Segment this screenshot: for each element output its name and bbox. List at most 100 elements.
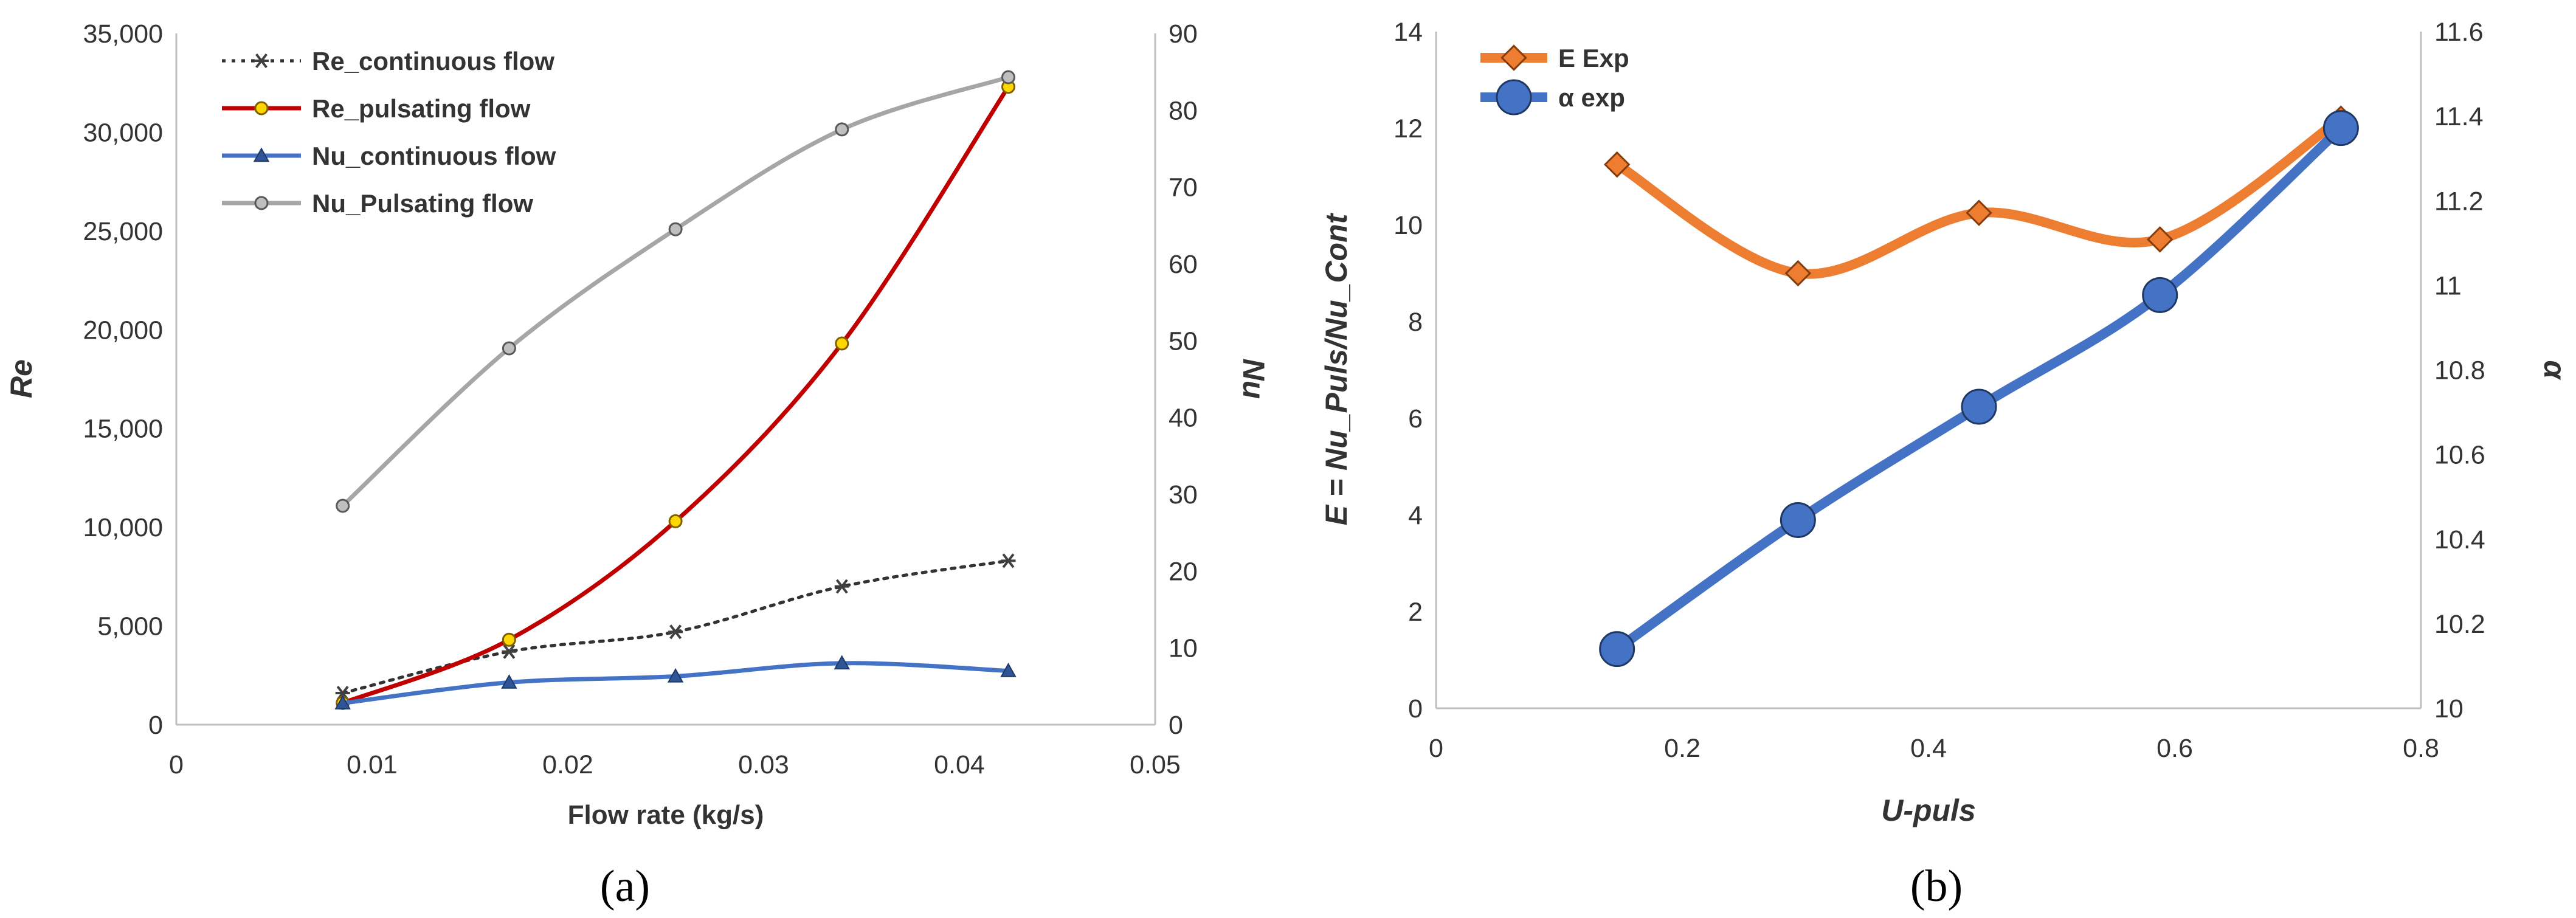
panel-a-series-re-pulsating-flow-point (502, 632, 516, 647)
panel-a-legend-marker (254, 53, 269, 69)
panel-a-x-tick-label: 0.05 (1130, 750, 1181, 779)
panel-a-right-axis-title: Nu (1237, 359, 1271, 399)
panel-b-series-e-exp-point (2146, 226, 2174, 253)
panel-a-x-tick-label: 0.04 (934, 750, 985, 779)
panel-a-series-nu-pulsating-flow-point (835, 122, 849, 137)
panel-a-legend-marker (254, 101, 269, 116)
panel-a-legend-marker (253, 147, 270, 162)
panel-a-left-y-tick-label: 35,000 (83, 19, 163, 49)
panel-a-left-y-tick-label: 10,000 (83, 513, 163, 542)
panel-a-series-re-continuous-flow-point (834, 579, 849, 594)
panel-b-x-tick-label: 0.6 (2156, 734, 2193, 763)
panel-a-legend-label: Re_pulsating flow (312, 94, 531, 123)
panel-a-x-tick-label: 0.03 (738, 750, 789, 779)
panel-a-right-y-tick-label: 60 (1169, 250, 1198, 279)
panel-a-right-y-tick-label: 0 (1169, 711, 1183, 740)
panel-a-right-y-tick-label: 10 (1169, 634, 1198, 663)
panel-b-legend-label: α exp (1558, 83, 1625, 112)
panel-b-right-y-tick-label: 10.6 (2434, 441, 2485, 470)
panel-a-series-nu-continuous-flow-point (667, 668, 684, 683)
panel-a-series-nu-continuous-flow-point (334, 695, 351, 709)
panel-a-x-axis-title: Flow rate (kg/s) (568, 800, 764, 830)
panel-b-series-e-exp-point (1966, 199, 1992, 226)
panel-a-left-y-tick-label: 25,000 (83, 217, 163, 246)
panel-a-series-nu-pulsating-flow-point (668, 222, 683, 236)
panel-a-legend-label: Re_continuous flow (312, 47, 554, 75)
panel-b-series-e-exp-line (1612, 114, 2346, 279)
panel-b-right-y-tick-label: 11.6 (2434, 18, 2484, 47)
panel-a-series-nu-continuous-flow-point (1000, 663, 1017, 677)
panel-a-right-y-tick-label: 70 (1169, 173, 1198, 202)
panel-a-left-y-tick-label: 15,000 (83, 415, 163, 444)
panel-a-caption: (a) (600, 861, 650, 911)
panel-a-right-y-tick-label: 40 (1169, 404, 1198, 433)
panel-b-left-axis-title: E = Nu_Puls/Nu_Cont (1319, 212, 1353, 525)
panel-a-left-y-tick-label: 5,000 (97, 612, 163, 641)
panel-a-series-nu-pulsating-flow-line (340, 75, 1010, 508)
panel-a-series-re-continuous-flow-point (668, 624, 683, 640)
panel-a-series-nu-continuous-flow-point (501, 674, 517, 689)
panel-b-series--exp-point (2322, 110, 2359, 147)
panel-a-x-tick-label: 0.01 (347, 750, 398, 779)
panel-b-right-y-tick-label: 10.8 (2434, 356, 2485, 385)
panel-b-x-tick-label: 0.2 (1664, 734, 1701, 763)
panel-a-legend-label: Nu_Pulsating flow (312, 189, 533, 218)
panel-a-series-re-continuous-flow-point (1001, 553, 1016, 568)
panel-b-legend-marker (1500, 44, 1527, 71)
panel-b-right-y-tick-label: 10.4 (2434, 525, 2485, 554)
panel-b-right-y-tick-label: 10 (2434, 694, 2464, 723)
panel-a-x-tick-label: 0.02 (542, 750, 593, 779)
panel-b-right-y-tick-label: 11.4 (2434, 102, 2484, 131)
panel-b-right-axis-title: α (2538, 360, 2572, 380)
panel-a-chart: 0 0.01 0.02 0.03 0.04 0.05 0 5,000 10,000 15,000… (4, 19, 1271, 911)
panel-a-left-y-tick-label: 20,000 (83, 316, 163, 345)
panel-b-x-tick-label: 0 (1429, 734, 1443, 763)
panel-a-series-re-pulsating-flow-point (835, 336, 849, 351)
panel-b-chart: 0 0.2 0.4 0.6 0.8 0 2 4 6 8 10 12 14 10 10.2 10.4 10.6… (1319, 18, 2572, 911)
panel-a-left-y-tick-label: 0 (148, 711, 163, 740)
panel-b-series-e-exp-point (1603, 151, 1631, 178)
panel-b-left-y-tick-label: 4 (1408, 501, 1423, 530)
panel-a-legend-marker (254, 196, 269, 210)
panel-b-legend-marker (1496, 79, 1532, 116)
panel-a-right-y-tick-label: 30 (1169, 480, 1198, 509)
panel-a-right-y-tick-label: 90 (1169, 19, 1198, 49)
panel-b-x-axis-title: U-puls (1881, 793, 1976, 827)
panel-a-legend: Re_continuous flow Re_pulsating flow Nu_co… (222, 47, 556, 218)
panel-a-right-y-tick-label: 50 (1169, 326, 1198, 356)
panel-a-series-re-continuous-flow-point (502, 644, 517, 659)
panel-b-right-y-tick-label: 10.2 (2434, 610, 2485, 639)
panel-b-left-y-tick-label: 2 (1408, 598, 1423, 627)
panel-a-legend-label: Nu_continuous flow (312, 142, 556, 170)
panel-b-series--exp-point (1599, 631, 1635, 668)
panel-b-caption: (b) (1910, 861, 1963, 911)
panel-a-right-y-tick-label: 20 (1169, 557, 1198, 586)
panel-a-x-tick-label: 0 (169, 750, 184, 779)
panel-b-left-y-tick-label: 14 (1393, 18, 1423, 47)
panel-b-left-y-tick-label: 0 (1408, 694, 1423, 723)
panel-a-left-y-tick-label: 30,000 (83, 118, 163, 147)
panel-b-left-y-tick-label: 6 (1408, 404, 1423, 433)
panel-a-series-nu-pulsating-flow-point (502, 341, 516, 356)
panel-b-series-e-exp-point (1784, 260, 1812, 287)
panel-a-series-nu-continuous-flow-point (834, 655, 850, 670)
panel-a-left-axis-title: Re (4, 359, 38, 398)
panel-b-series--exp-point (1961, 388, 1997, 425)
panel-b-series--exp-point (2142, 277, 2178, 313)
panel-b-x-tick-label: 0.8 (2403, 734, 2439, 763)
panel-a-series-re-pulsating-flow-line (340, 85, 1010, 705)
panel-a-series-nu-pulsating-flow-point (1001, 70, 1015, 85)
panel-b-series--exp-point (1780, 502, 1816, 538)
panel-b-left-y-tick-label: 12 (1393, 114, 1423, 143)
panel-b-left-y-tick-label: 10 (1393, 211, 1423, 240)
panel-b-right-y-tick-label: 11 (2434, 271, 2462, 300)
panel-b-x-tick-label: 0.4 (1910, 734, 1947, 763)
panel-a-series-re-pulsating-flow-point (668, 514, 683, 528)
panel-b-legend: E Exp α exp (1480, 44, 1629, 116)
panel-b-right-y-tick-label: 11.2 (2434, 187, 2484, 216)
panel-b-legend-label: E Exp (1558, 44, 1629, 72)
panel-b-left-y-tick-label: 8 (1408, 308, 1423, 337)
panel-a-series-nu-pulsating-flow-point (336, 499, 350, 513)
panel-a-right-y-tick-label: 80 (1169, 96, 1198, 125)
